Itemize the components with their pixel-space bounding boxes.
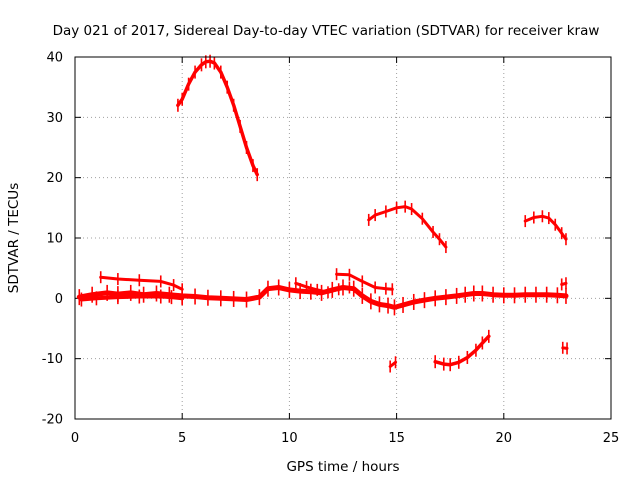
series-band-upper-midday bbox=[335, 268, 394, 296]
data-series bbox=[76, 54, 569, 373]
series-band-secondary bbox=[294, 277, 351, 299]
series-line bbox=[335, 272, 394, 291]
plot-frame bbox=[74, 56, 612, 420]
y-tick-label: 30 bbox=[46, 111, 63, 126]
series-line bbox=[433, 334, 491, 367]
x-tick-label: 20 bbox=[496, 431, 513, 446]
series-line bbox=[176, 59, 259, 177]
series-line bbox=[294, 281, 351, 294]
series-line bbox=[367, 205, 448, 249]
x-tick-label: 5 bbox=[178, 431, 186, 446]
series-arc-evening bbox=[523, 210, 568, 246]
series-fragment-negative bbox=[388, 356, 397, 373]
y-tick-label: 10 bbox=[46, 232, 63, 247]
series-fragment-end-negative bbox=[561, 341, 569, 355]
x-tick-label: 25 bbox=[603, 431, 620, 446]
series-fragment-end-upper bbox=[560, 277, 568, 291]
x-tick-label: 10 bbox=[281, 431, 298, 446]
y-tick-label: -10 bbox=[42, 352, 63, 367]
series-line bbox=[99, 275, 184, 291]
axis-ticks: 0 5 10 15 20 25 -20 -10 0 10 20 30 40 bbox=[42, 51, 620, 447]
series-arc-negative bbox=[433, 329, 491, 372]
series-line bbox=[523, 214, 568, 241]
y-tick-label: 0 bbox=[55, 292, 63, 307]
x-tick-label: 0 bbox=[71, 431, 79, 446]
series-arc-midday bbox=[367, 200, 448, 254]
y-tick-label: 20 bbox=[46, 171, 63, 186]
series-band-lower bbox=[79, 289, 185, 307]
chart-title: Day 021 of 2017, Sidereal Day-to-day VTE… bbox=[53, 23, 600, 39]
grid bbox=[75, 57, 611, 419]
series-line bbox=[388, 360, 397, 368]
y-axis-label: SDTVAR / TECUs bbox=[6, 183, 22, 293]
y-tick-label: 40 bbox=[46, 51, 63, 66]
x-axis-label: GPS time / hours bbox=[286, 459, 399, 475]
x-tick-label: 15 bbox=[388, 431, 405, 446]
series-arc-peak-morning bbox=[176, 54, 259, 182]
y-tick-label: -20 bbox=[42, 413, 63, 428]
